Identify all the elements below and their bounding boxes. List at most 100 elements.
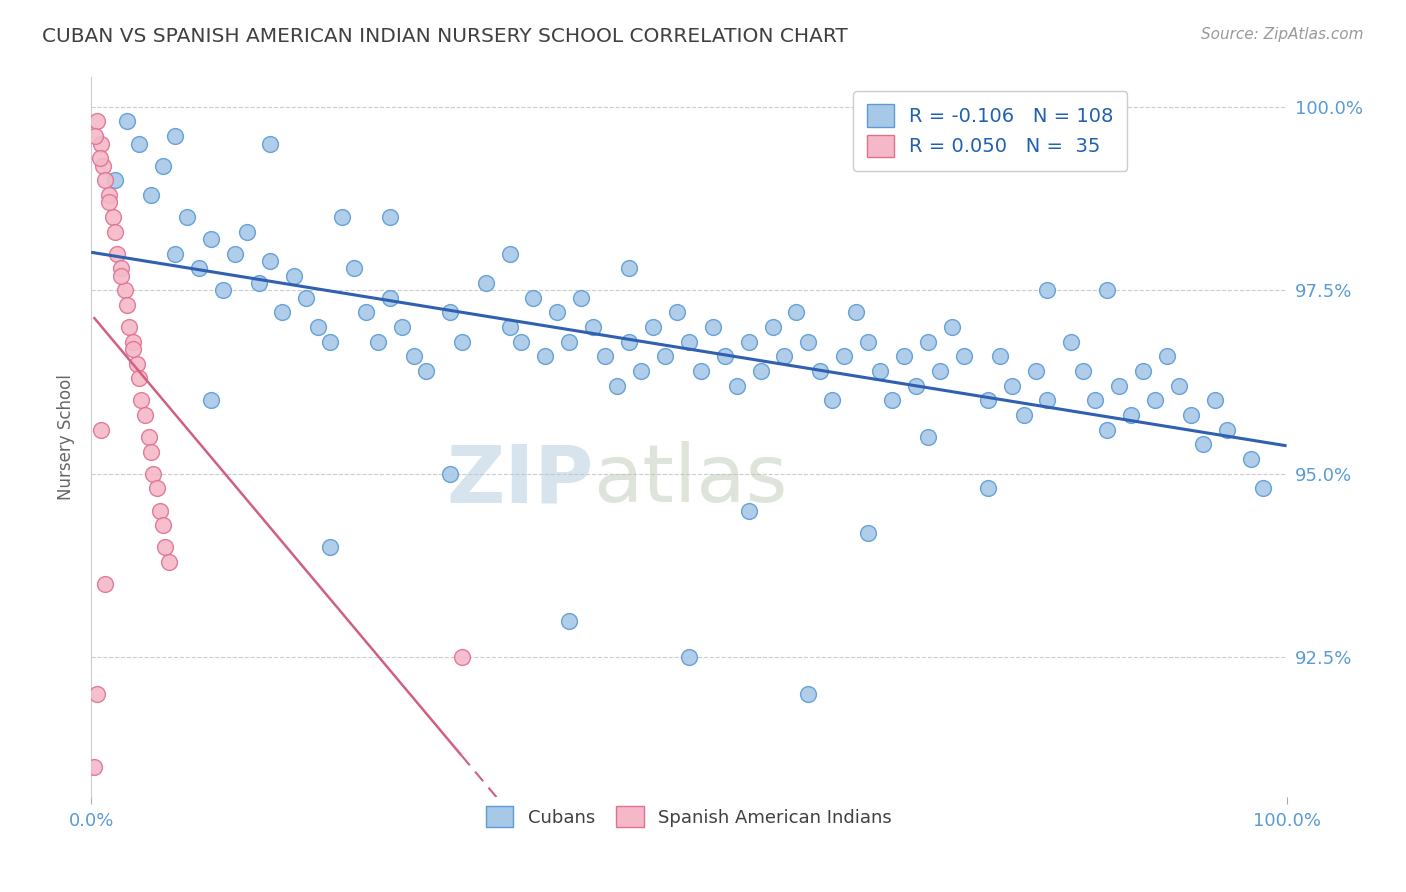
Point	[569, 291, 592, 305]
Point	[83, 760, 105, 774]
Point	[737, 334, 759, 349]
Point	[142, 467, 165, 481]
Y-axis label: Nursery School: Nursery School	[58, 374, 75, 500]
Point	[94, 173, 117, 187]
Point	[1012, 408, 1035, 422]
Point	[845, 305, 868, 319]
Point	[593, 350, 616, 364]
Point	[856, 334, 879, 349]
Point	[1073, 364, 1095, 378]
Point	[187, 261, 209, 276]
Point	[90, 423, 112, 437]
Point	[391, 320, 413, 334]
Point	[546, 305, 568, 319]
Point	[354, 305, 377, 319]
Text: Source: ZipAtlas.com: Source: ZipAtlas.com	[1201, 27, 1364, 42]
Point	[157, 555, 180, 569]
Point	[155, 540, 177, 554]
Point	[107, 246, 129, 260]
Point	[271, 305, 294, 319]
Point	[367, 334, 389, 349]
Point	[402, 350, 425, 364]
Point	[1192, 437, 1215, 451]
Text: ZIP: ZIP	[446, 442, 593, 519]
Point	[439, 305, 461, 319]
Point	[1060, 334, 1083, 349]
Point	[702, 320, 724, 334]
Point	[200, 393, 222, 408]
Point	[295, 291, 318, 305]
Point	[415, 364, 437, 378]
Point	[510, 334, 533, 349]
Point	[773, 350, 796, 364]
Point	[904, 378, 927, 392]
Point	[665, 305, 688, 319]
Point	[89, 151, 111, 165]
Point	[110, 268, 132, 283]
Legend: Cubans, Spanish American Indians: Cubans, Spanish American Indians	[479, 799, 898, 835]
Point	[139, 444, 162, 458]
Point	[1144, 393, 1167, 408]
Point	[91, 159, 114, 173]
Point	[163, 246, 186, 260]
Point	[149, 503, 172, 517]
Point	[1036, 393, 1059, 408]
Point	[378, 210, 401, 224]
Point	[797, 334, 820, 349]
Point	[343, 261, 366, 276]
Point	[522, 291, 544, 305]
Point	[235, 225, 257, 239]
Point	[378, 291, 401, 305]
Point	[134, 408, 156, 422]
Point	[928, 364, 950, 378]
Point	[146, 482, 169, 496]
Point	[785, 305, 807, 319]
Point	[689, 364, 711, 378]
Point	[630, 364, 652, 378]
Point	[749, 364, 772, 378]
Point	[115, 114, 138, 128]
Point	[128, 371, 150, 385]
Point	[259, 254, 281, 268]
Point	[450, 334, 472, 349]
Point	[1036, 283, 1059, 297]
Point	[880, 393, 903, 408]
Point	[450, 650, 472, 665]
Point	[617, 261, 640, 276]
Point	[247, 276, 270, 290]
Point	[1121, 408, 1143, 422]
Point	[952, 350, 974, 364]
Point	[1084, 393, 1107, 408]
Point	[558, 614, 581, 628]
Point	[211, 283, 233, 297]
Point	[319, 334, 342, 349]
Point	[110, 261, 132, 276]
Point	[1168, 378, 1191, 392]
Point	[641, 320, 664, 334]
Point	[606, 378, 628, 392]
Point	[200, 232, 222, 246]
Point	[98, 195, 121, 210]
Text: atlas: atlas	[593, 442, 787, 519]
Point	[131, 393, 153, 408]
Point	[713, 350, 735, 364]
Point	[808, 364, 831, 378]
Point	[90, 136, 112, 151]
Point	[1097, 423, 1119, 437]
Point	[678, 334, 700, 349]
Point	[917, 334, 939, 349]
Point	[1132, 364, 1154, 378]
Point	[176, 210, 198, 224]
Point	[86, 114, 108, 128]
Point	[1216, 423, 1239, 437]
Point	[1156, 350, 1178, 364]
Point	[128, 136, 150, 151]
Text: CUBAN VS SPANISH AMERICAN INDIAN NURSERY SCHOOL CORRELATION CHART: CUBAN VS SPANISH AMERICAN INDIAN NURSERY…	[42, 27, 848, 45]
Point	[498, 320, 520, 334]
Point	[115, 298, 138, 312]
Point	[558, 334, 581, 349]
Point	[474, 276, 496, 290]
Point	[118, 320, 141, 334]
Point	[678, 650, 700, 665]
Point	[104, 173, 127, 187]
